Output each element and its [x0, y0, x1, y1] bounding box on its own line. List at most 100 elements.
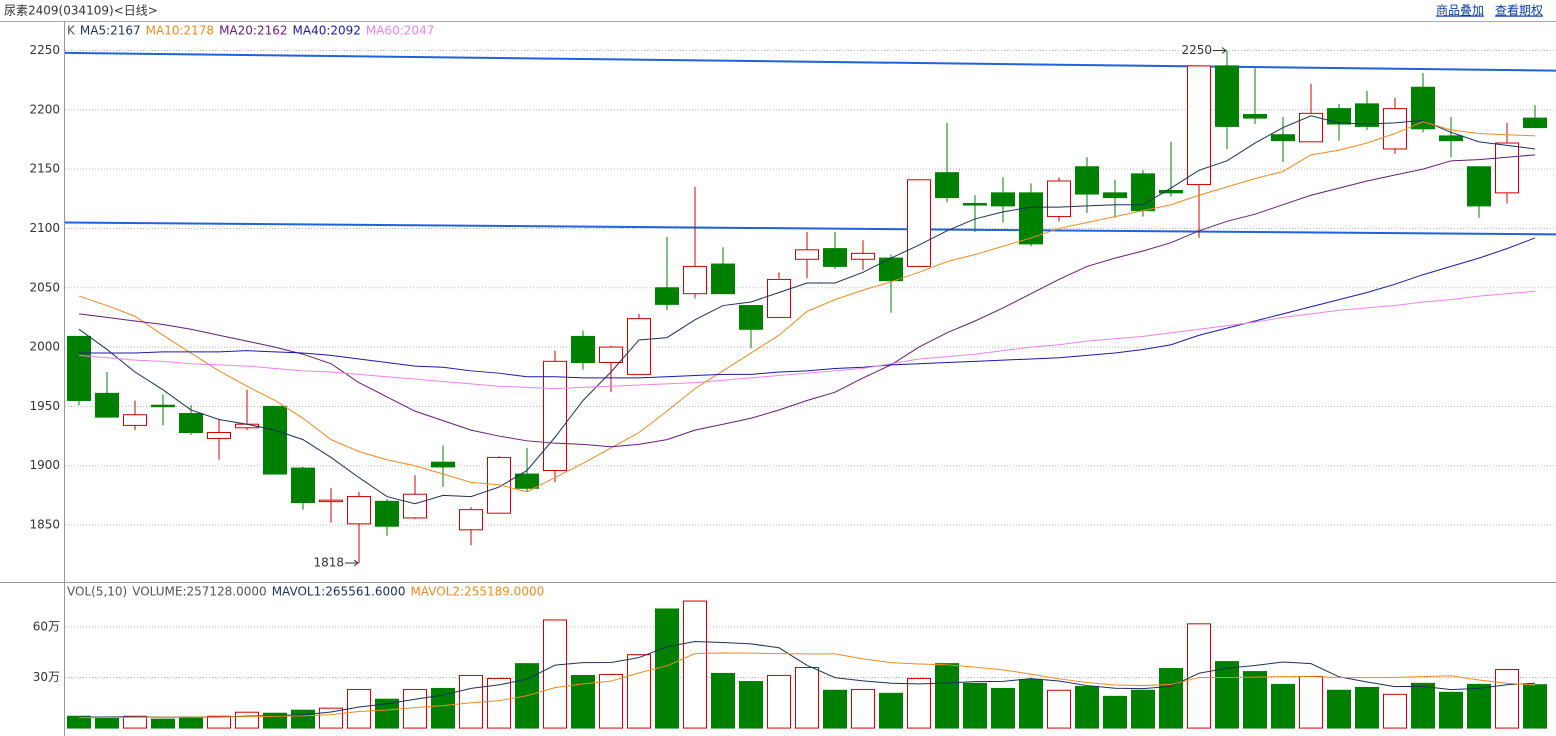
volume-bar	[935, 663, 959, 729]
candle-body	[151, 404, 175, 408]
volume-bar	[319, 707, 343, 729]
volume-bar	[291, 709, 315, 729]
y-tick-label: 60万	[33, 619, 60, 633]
volume-bar	[1075, 685, 1099, 729]
volume-bar	[683, 600, 707, 729]
trend-line	[64, 221, 1556, 236]
candle-body	[907, 179, 931, 267]
volume-bar	[907, 677, 931, 729]
legend-entry: MA40:2092	[293, 24, 361, 38]
volume-bar	[543, 619, 567, 729]
volume-bar	[879, 692, 903, 729]
candle-body	[1159, 189, 1183, 194]
volume-bar	[179, 716, 203, 729]
candle-body	[767, 278, 791, 318]
candle-body	[795, 249, 819, 260]
volume-bar	[1467, 683, 1491, 729]
options-link[interactable]: 查看期权	[1495, 4, 1543, 18]
candle-body	[739, 305, 763, 330]
candle-body	[291, 467, 315, 504]
volume-bar	[1327, 689, 1351, 729]
overlay-link[interactable]: 商品叠加	[1436, 3, 1484, 18]
volume-bar	[1019, 678, 1043, 729]
volume-bar	[151, 718, 175, 729]
candle-body	[683, 265, 707, 295]
volume-bar	[235, 711, 259, 729]
candle-body	[599, 346, 623, 364]
volume-bar	[1495, 669, 1519, 729]
candle-body	[879, 257, 903, 282]
volume-bar	[1439, 691, 1463, 729]
ma-line	[78, 115, 1536, 505]
volume-bar	[711, 672, 735, 729]
candle-body	[1047, 180, 1071, 218]
candle-body	[1327, 108, 1351, 125]
candle-body	[543, 360, 567, 471]
volume-bar	[67, 715, 91, 729]
volume-bar	[1159, 668, 1183, 729]
candle-body	[67, 335, 91, 401]
volume-bar	[823, 689, 847, 729]
legend-entry: MA10:2178	[146, 24, 214, 38]
y-tick-label: 2200	[29, 102, 60, 116]
y-tick-label: 2250	[29, 43, 60, 57]
candle-body	[179, 413, 203, 434]
volume-bar	[795, 667, 819, 729]
volume-bar	[1131, 689, 1155, 729]
y-tick-label: 2000	[29, 340, 60, 354]
candle-body	[263, 405, 287, 475]
ma-line	[78, 121, 1536, 493]
y-tick-label: 2150	[29, 162, 60, 176]
candle-body	[851, 252, 875, 260]
candle-body	[1439, 135, 1463, 142]
legend-entry: MAVOL2:255189.0000	[410, 585, 544, 599]
candle-body	[123, 414, 147, 426]
volume-bar	[1355, 686, 1379, 729]
low-label: 1818	[313, 556, 344, 570]
candle-body	[375, 500, 399, 527]
candle-body	[1187, 65, 1211, 186]
legend-entry: VOL(5,10)	[67, 585, 127, 599]
candle-body	[655, 287, 679, 305]
candle-body	[711, 263, 735, 295]
candle-body	[459, 509, 483, 531]
ma-line	[78, 641, 1536, 718]
volume-bar	[1383, 693, 1407, 729]
candle-body	[1103, 192, 1127, 199]
volume-bar	[1411, 682, 1435, 729]
y-tick-label: 1850	[29, 518, 60, 532]
candle-body	[431, 461, 455, 468]
volume-bar	[739, 681, 763, 729]
volume-bar	[207, 715, 231, 729]
legend-entry: K	[67, 24, 76, 38]
volume-bar	[1047, 689, 1071, 729]
candle-body	[627, 318, 651, 375]
y-tick-label: 1950	[29, 399, 60, 413]
candle-body	[823, 248, 847, 267]
y-tick-label: 2050	[29, 280, 60, 294]
candle-body	[1215, 65, 1239, 127]
legend-entry: MAVOL1:265561.6000	[272, 585, 406, 599]
volume-bar	[487, 677, 511, 729]
volume-bar	[963, 682, 987, 729]
y-tick-label: 1900	[29, 458, 60, 472]
candle-body	[963, 203, 987, 206]
candle-body	[1383, 108, 1407, 150]
ma-line	[78, 154, 1536, 448]
candle-body	[403, 493, 427, 519]
legend-entry: MA5:2167	[80, 24, 141, 38]
legend-entry: MA60:2047	[366, 24, 434, 38]
y-tick-label: 30万	[33, 670, 60, 684]
ma-line	[79, 237, 1536, 379]
candle-body	[515, 473, 539, 489]
candle-body	[1075, 166, 1099, 195]
candle-body	[571, 335, 595, 364]
volume-bar	[1243, 671, 1267, 729]
volume-bar	[1299, 675, 1323, 729]
legend-entry: VOLUME:257128.0000	[132, 585, 266, 599]
volume-bar	[375, 698, 399, 729]
high-arrow	[1213, 47, 1227, 54]
